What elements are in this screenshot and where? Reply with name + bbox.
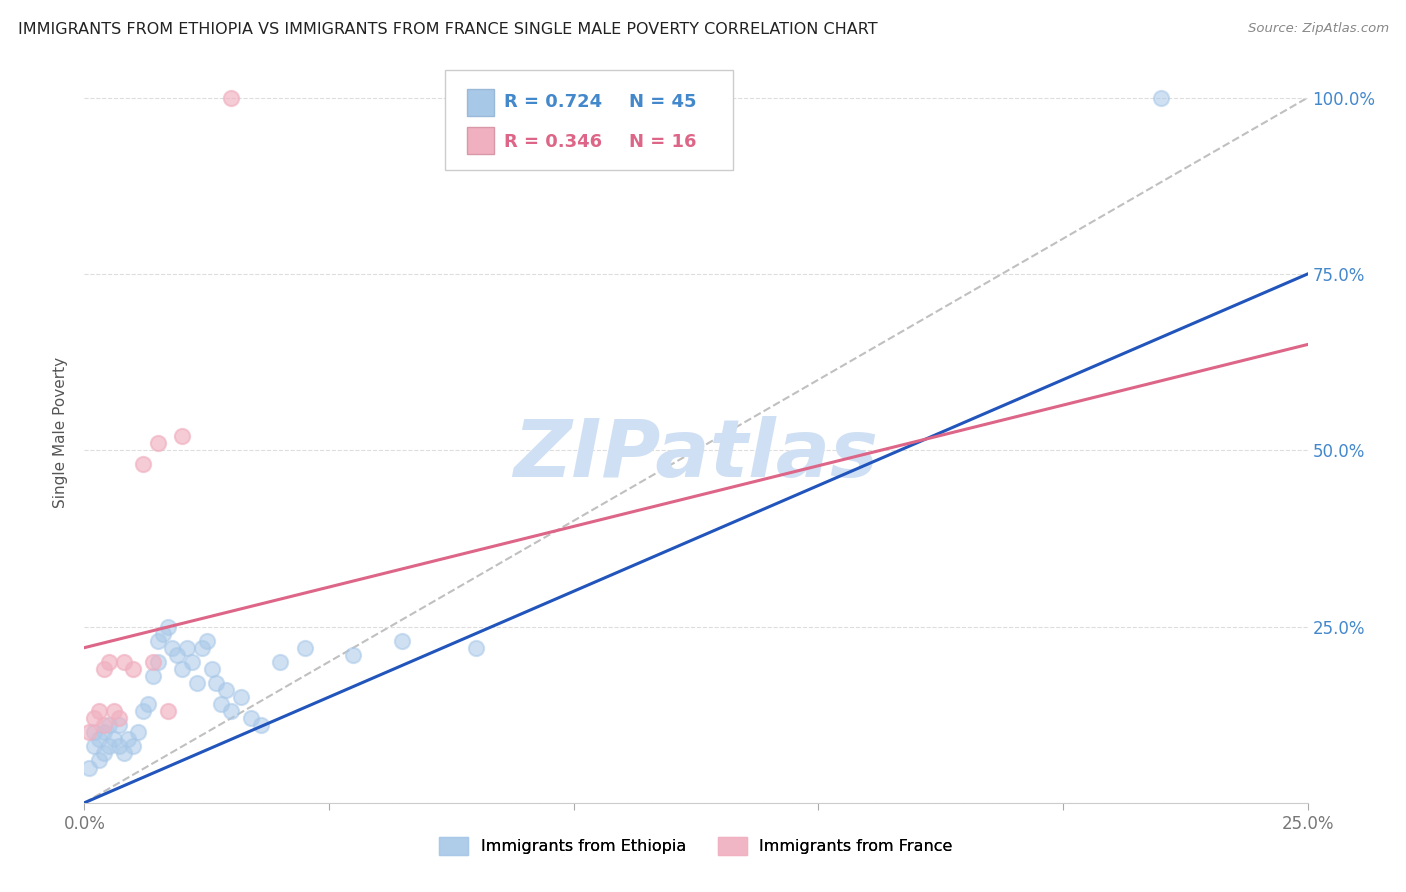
Point: [172, 429, 194, 443]
Point: [215, 683, 238, 698]
Point: [142, 655, 165, 669]
Point: [156, 619, 179, 633]
Text: Source: ZipAtlas.com: Source: ZipAtlas.com: [1249, 22, 1389, 36]
Point: [93, 662, 115, 676]
Point: [107, 739, 129, 754]
Point: [132, 458, 155, 472]
Text: R = 0.724: R = 0.724: [503, 94, 602, 112]
Point: [93, 747, 115, 761]
Point: [172, 662, 194, 676]
Point: [219, 91, 242, 105]
Point: [107, 711, 129, 725]
Point: [103, 704, 125, 718]
Point: [87, 732, 110, 747]
Point: [186, 676, 208, 690]
Point: [117, 732, 139, 747]
Point: [97, 739, 120, 754]
Text: N = 45: N = 45: [628, 94, 696, 112]
Point: [146, 633, 169, 648]
Point: [146, 436, 169, 450]
Point: [342, 648, 364, 662]
Point: [107, 718, 129, 732]
Point: [122, 739, 145, 754]
Text: N = 16: N = 16: [628, 133, 696, 151]
Point: [294, 640, 316, 655]
Text: IMMIGRANTS FROM ETHIOPIA VS IMMIGRANTS FROM FRANCE SINGLE MALE POVERTY CORRELATI: IMMIGRANTS FROM ETHIOPIA VS IMMIGRANTS F…: [18, 22, 877, 37]
Point: [93, 718, 115, 732]
Point: [156, 704, 179, 718]
Point: [103, 732, 125, 747]
Point: [162, 640, 184, 655]
FancyBboxPatch shape: [446, 70, 733, 169]
Point: [191, 640, 214, 655]
Point: [97, 718, 120, 732]
Point: [464, 640, 486, 655]
Point: [136, 697, 159, 711]
Point: [176, 640, 198, 655]
Legend: Immigrants from Ethiopia, Immigrants from France: Immigrants from Ethiopia, Immigrants fro…: [433, 830, 959, 862]
Point: [181, 655, 204, 669]
Point: [249, 718, 271, 732]
Point: [269, 655, 291, 669]
Point: [87, 754, 110, 768]
Y-axis label: Single Male Poverty: Single Male Poverty: [53, 357, 69, 508]
Point: [209, 697, 232, 711]
Point: [132, 704, 155, 718]
Point: [83, 739, 105, 754]
Text: ZIPatlas: ZIPatlas: [513, 416, 879, 494]
Point: [195, 633, 218, 648]
FancyBboxPatch shape: [467, 89, 494, 116]
Point: [146, 655, 169, 669]
Point: [205, 676, 228, 690]
Point: [239, 711, 262, 725]
FancyBboxPatch shape: [467, 127, 494, 153]
Point: [142, 669, 165, 683]
Point: [87, 704, 110, 718]
Point: [200, 662, 222, 676]
Point: [166, 648, 188, 662]
Point: [77, 725, 100, 739]
Point: [391, 633, 413, 648]
Text: R = 0.346: R = 0.346: [503, 133, 602, 151]
Point: [112, 747, 135, 761]
Point: [122, 662, 145, 676]
Point: [97, 655, 120, 669]
Point: [112, 655, 135, 669]
Point: [219, 704, 242, 718]
Point: [83, 725, 105, 739]
Point: [1150, 91, 1173, 105]
Point: [229, 690, 252, 704]
Point: [83, 711, 105, 725]
Point: [93, 725, 115, 739]
Point: [77, 760, 100, 774]
Point: [127, 725, 149, 739]
Point: [152, 626, 174, 640]
